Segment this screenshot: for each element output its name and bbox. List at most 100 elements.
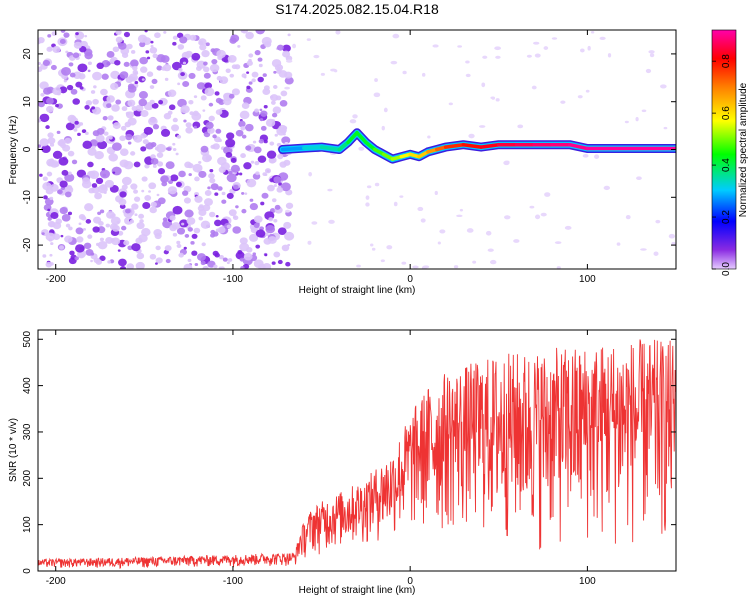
noise-blob [92,98,99,105]
noise-blob [141,189,145,193]
noise-blob [106,51,115,58]
noise-blob [82,177,91,185]
noise-blob [121,184,128,190]
noise-blob [259,108,263,112]
noise-speck [649,53,655,58]
ridge-segment [443,142,466,149]
noise-blob [127,99,136,107]
noise-blob [47,132,54,138]
noise-blob [192,110,199,116]
noise-blob [271,112,278,118]
noise-blob [163,30,167,34]
noise-blob [182,80,190,88]
noise-blob [241,134,247,139]
noise-speck [365,195,370,200]
noise-blob [264,232,269,237]
noise-speck [356,264,361,268]
noise-blob [249,198,254,202]
noise-speck [307,240,312,245]
noise-speck [366,185,372,189]
noise-blob [92,226,100,233]
noise-blob [218,266,223,269]
noise-blob [135,261,145,269]
noise-blob [277,153,284,160]
noise-blob [42,59,50,67]
noise-blob [241,102,250,110]
noise-blob [188,72,196,79]
noise-blob [255,244,261,249]
noise-speck [585,89,590,93]
noise-speck [370,243,374,247]
noise-blob [39,173,43,177]
noise-blob [151,102,159,109]
noise-blob [253,146,262,154]
noise-blob [152,124,160,130]
noise-blob [41,144,51,154]
noise-blob [140,66,148,73]
noise-blob [257,76,264,83]
spectrogram-y-label: Frequency (Hz) [8,116,19,185]
noise-blob [94,151,104,160]
noise-blob [212,143,220,150]
noise-blob [240,153,246,159]
noise-blob [133,196,141,202]
y-tick-label: 500 [22,330,33,347]
noise-blob [215,109,223,115]
noise-speck [401,261,407,265]
noise-blob [176,227,186,235]
noise-blob [108,135,113,140]
noise-blob [155,257,163,264]
noise-blob [225,152,233,158]
noise-blob [180,72,185,77]
noise-blob [160,128,171,137]
noise-blob [132,65,138,71]
noise-blob [64,191,72,198]
noise-blob [182,190,189,196]
noise-speck [380,259,385,263]
noise-blob [76,236,84,243]
noise-blob [64,235,73,243]
noise-speck [556,266,561,269]
noise-speck [504,215,511,220]
noise-blob [248,233,259,242]
noise-speck [494,46,501,51]
noise-speck [320,72,325,76]
noise-blob [95,177,104,185]
noise-blob [143,126,154,135]
noise-blob [99,237,105,242]
noise-blob [155,262,158,265]
noise-blob [225,68,231,73]
noise-blob [271,261,276,265]
noise-blob [202,109,206,112]
noise-blob [208,115,215,122]
noise-blob [131,105,138,112]
noise-blob [156,65,163,71]
noise-blob [165,258,171,264]
noise-blob [78,222,82,225]
noise-blob [96,128,105,135]
noise-blob [250,227,258,234]
noise-blob [235,129,244,137]
noise-blob [162,217,168,222]
noise-blob [85,101,91,106]
noise-blob [123,161,134,170]
noise-blob [150,157,159,165]
noise-blob [161,181,168,187]
noise-blob [118,198,127,206]
noise-blob [198,160,202,164]
noise-blob [202,204,211,212]
noise-blob [114,59,121,66]
noise-blob [125,111,134,119]
noise-speck [560,100,566,104]
noise-blob [124,121,132,128]
noise-blob [230,34,240,43]
noise-blob [87,161,94,168]
noise-blob [257,155,267,163]
noise-speck [582,154,589,158]
ridge-segment [302,145,324,150]
noise-speck [402,70,407,75]
noise-blob [231,64,238,70]
noise-blob [283,221,292,229]
noise-speck [352,114,358,119]
noise-blob [138,98,148,107]
